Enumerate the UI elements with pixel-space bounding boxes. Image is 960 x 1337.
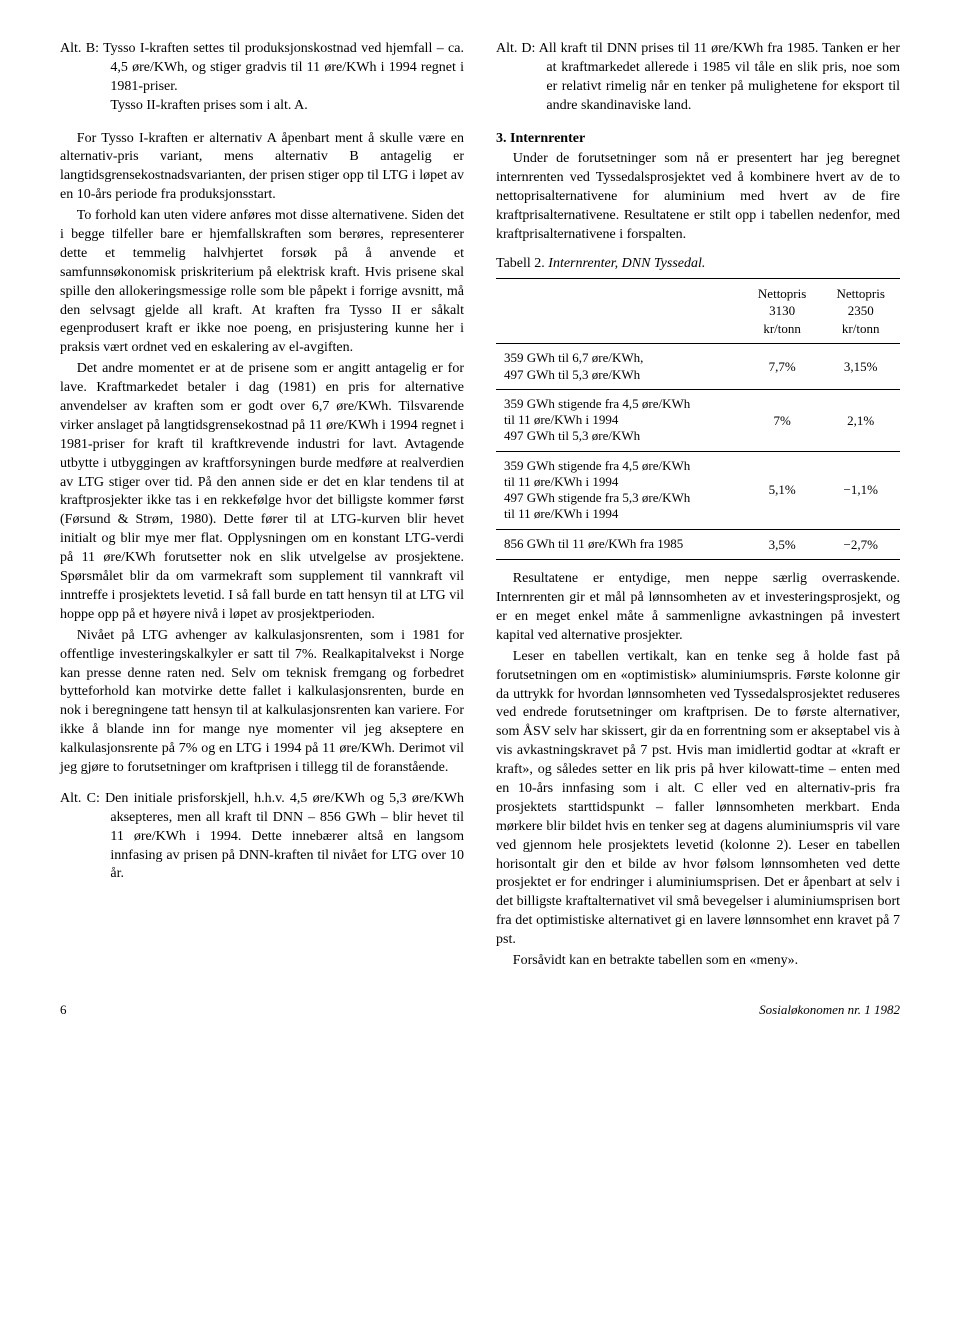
table-title: Internrenter, DNN Tyssedal. <box>548 256 705 271</box>
table-row: 856 GWh til 11 øre/KWh fra 1985 3,5% −2,… <box>496 529 900 560</box>
internrenter-table: Nettopris 3130 kr/tonn Nettopris 2350 kr… <box>496 278 900 560</box>
left-para-2: To forhold kan uten videre anføres mot d… <box>60 207 464 358</box>
alt-c: Alt. C: Den initiale prisforskjell, h.h.… <box>60 790 464 884</box>
row3-desc: 359 GWh stigende fra 4,5 øre/KWh til 11 … <box>496 451 743 529</box>
row4-desc: 856 GWh til 11 øre/KWh fra 1985 <box>496 529 743 560</box>
right-column: Alt. D: All kraft til DNN prises til 11 … <box>496 40 900 973</box>
row4-c2: −2,7% <box>821 529 900 560</box>
th-c1-l2: 3130 <box>751 302 814 320</box>
right-para-3: Leser en tabellen vertikalt, kan en tenk… <box>496 648 900 950</box>
source-line: Sosialøkonomen nr. 1 1982 <box>759 1001 900 1019</box>
row1-desc: 359 GWh til 6,7 øre/KWh, 497 GWh til 5,3… <box>496 344 743 390</box>
section-heading-3: 3. Internrenter <box>496 130 900 149</box>
left-column: Alt. B: Tysso I-kraften settes til produ… <box>60 40 464 973</box>
row1-c2: 3,15% <box>821 344 900 390</box>
left-para-1: For Tysso I-kraften er alternativ A åpen… <box>60 130 464 206</box>
th-c2-l1: Nettopris <box>829 285 892 303</box>
row2-desc: 359 GWh stigende fra 4,5 øre/KWh til 11 … <box>496 389 743 451</box>
th-c2-l2: 2350 <box>829 302 892 320</box>
row4-c1: 3,5% <box>743 529 822 560</box>
table-number: Tabell 2. <box>496 256 545 271</box>
alt-b-line2: Tysso II-kraften prises som i alt. A. <box>60 97 464 116</box>
th-nettopris-2350: Nettopris 2350 kr/tonn <box>821 278 900 344</box>
row2-c1: 7% <box>743 389 822 451</box>
th-c1-l1: Nettopris <box>751 285 814 303</box>
th-c1-l3: kr/tonn <box>751 320 814 338</box>
table-row: 359 GWh stigende fra 4,5 øre/KWh til 11 … <box>496 451 900 529</box>
row2-c2: 2,1% <box>821 389 900 451</box>
right-para-1: Under de forutsetninger som nå er presen… <box>496 150 900 244</box>
left-para-3: Det andre momentet er at de prisene som … <box>60 360 464 624</box>
th-nettopris-3130: Nettopris 3130 kr/tonn <box>743 278 822 344</box>
two-column-layout: Alt. B: Tysso I-kraften settes til produ… <box>60 40 900 973</box>
alt-d: Alt. D: All kraft til DNN prises til 11 … <box>496 40 900 116</box>
table-row: 359 GWh stigende fra 4,5 øre/KWh til 11 … <box>496 389 900 451</box>
th-blank <box>496 278 743 344</box>
row3-c1: 5,1% <box>743 451 822 529</box>
right-para-4: Forsåvidt kan en betrakte tabellen som e… <box>496 952 900 971</box>
row3-c2: −1,1% <box>821 451 900 529</box>
table-caption: Tabell 2. Internrenter, DNN Tyssedal. <box>496 255 900 274</box>
page-footer: 6 Sosialøkonomen nr. 1 1982 <box>60 1001 900 1019</box>
page-number: 6 <box>60 1001 67 1019</box>
right-para-2: Resultatene er entydige, men neppe særli… <box>496 570 900 646</box>
alt-b-line1: Alt. B: Tysso I-kraften settes til produ… <box>60 40 464 97</box>
th-c2-l3: kr/tonn <box>829 320 892 338</box>
table-row: 359 GWh til 6,7 øre/KWh, 497 GWh til 5,3… <box>496 344 900 390</box>
row1-c1: 7,7% <box>743 344 822 390</box>
left-para-4: Nivået på LTG avhenger av kalkulasjonsre… <box>60 627 464 778</box>
